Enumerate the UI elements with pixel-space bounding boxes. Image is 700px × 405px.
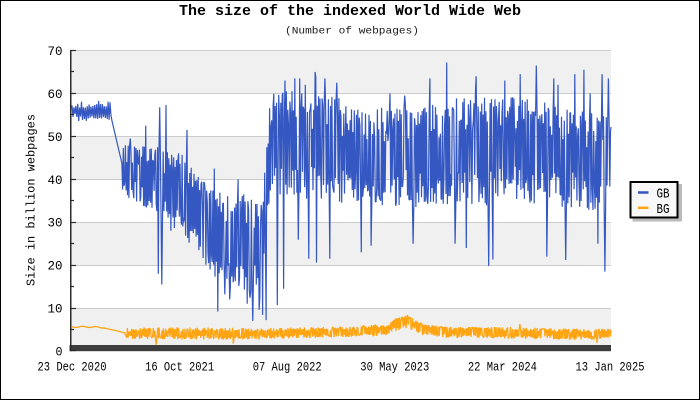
svg-text:10: 10 — [48, 302, 63, 317]
svg-text:GB: GB — [657, 187, 670, 203]
svg-text:22 Mar 2024: 22 Mar 2024 — [468, 361, 537, 375]
svg-text:BG: BG — [657, 202, 670, 218]
svg-text:Size in billion webpages: Size in billion webpages — [25, 114, 39, 286]
svg-text:70: 70 — [48, 44, 63, 59]
svg-text:30 May 2023: 30 May 2023 — [360, 361, 429, 375]
svg-text:0: 0 — [56, 345, 63, 360]
svg-text:13 Jan 2025: 13 Jan 2025 — [576, 361, 645, 375]
svg-text:20: 20 — [48, 259, 63, 274]
svg-text:30: 30 — [48, 216, 63, 231]
svg-text:The size of the indexed World: The size of the indexed World Wide Web — [179, 4, 521, 20]
svg-text:23 Dec 2020: 23 Dec 2020 — [38, 361, 107, 375]
svg-text:(Number of webpages): (Number of webpages) — [285, 26, 419, 38]
svg-text:16 Oct 2021: 16 Oct 2021 — [145, 361, 214, 375]
svg-text:50: 50 — [48, 130, 63, 145]
svg-text:07 Aug 2022: 07 Aug 2022 — [253, 361, 322, 375]
svg-text:60: 60 — [48, 87, 63, 102]
svg-text:40: 40 — [48, 173, 63, 188]
